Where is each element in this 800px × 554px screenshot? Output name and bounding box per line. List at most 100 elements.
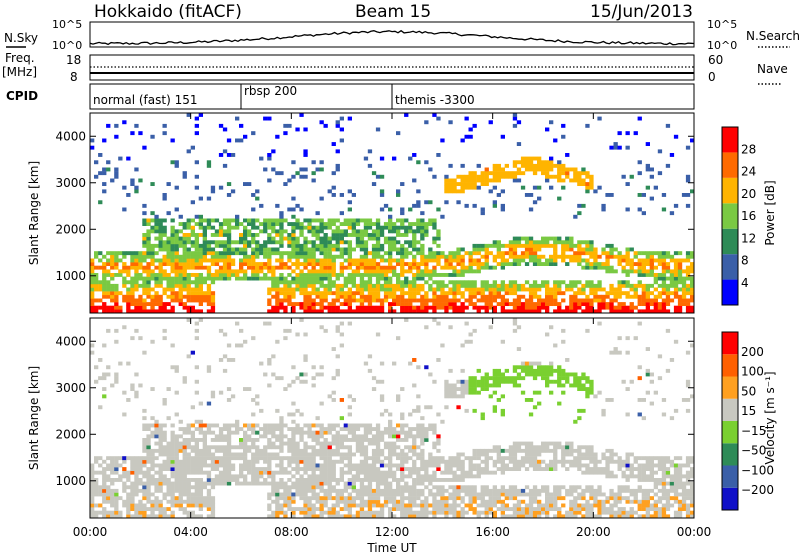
velocity-cell [190,350,195,355]
velocity-cell [218,474,224,479]
power-cell [295,280,300,285]
power-cell [279,273,284,277]
power-cell [400,269,405,274]
velocity-cell [537,452,542,457]
power-cell [468,287,473,292]
power-cell [625,305,630,310]
power-cell [359,283,365,288]
velocity-cell [299,430,304,435]
power-cell [464,283,469,288]
velocity-cell [311,510,316,515]
velocity-cell [484,379,489,384]
velocity-cell [472,507,477,511]
power-cell [218,222,224,226]
power-cell [251,251,256,256]
power-cell [581,182,586,186]
power-cell [520,160,526,165]
power-cell [166,211,171,216]
velocity-cell [412,499,417,504]
velocity-cell [279,434,284,439]
power-cell [553,294,558,299]
velocity-cell [138,481,143,486]
power-cell [102,265,107,270]
velocity-cell [379,478,385,482]
power-cell [537,302,542,306]
power-cell [267,269,272,274]
power-cell [456,283,461,288]
velocity-cell [235,419,240,424]
power-cell [661,265,667,270]
power-cell [331,291,336,296]
velocity-cell [388,412,393,417]
velocity-cell [110,383,115,388]
velocity-cell [267,456,272,461]
power-cell [569,167,574,172]
power-cell [601,207,606,212]
velocity-cell [327,488,332,493]
power-cell [178,254,183,259]
power-cell [106,294,111,299]
power-cell [162,243,167,248]
velocity-cell [178,467,183,471]
velocity-cell [412,467,417,471]
power-cell [420,283,425,288]
velocity-cell [327,481,332,486]
power-cell [492,294,497,299]
velocity-cell [206,430,212,435]
velocity-cell [371,467,377,471]
velocity-cell [460,463,465,468]
power-cell [500,243,505,248]
velocity-cell [331,438,336,442]
velocity-cell [347,412,352,417]
velocity-cell [371,503,377,508]
power-cell [597,254,602,259]
velocity-cell [448,387,453,391]
power-cell [420,309,425,314]
velocity-cell [537,507,542,511]
power-cell [194,265,199,270]
power-cell [464,305,469,310]
velocity-cell [375,452,381,457]
power-cell [444,189,449,194]
velocity-cell [259,361,264,366]
power-cell [210,280,216,285]
power-cell [585,283,590,288]
velocity-cell [488,507,493,511]
velocity-cell [230,474,236,479]
power-cell [162,269,167,274]
velocity-cell [537,503,542,508]
velocity-cell [412,488,417,493]
power-cell [303,218,308,223]
power-cell [202,233,207,237]
power-cell [464,134,469,139]
velocity-cell [335,325,340,330]
velocity-cell [375,441,381,446]
power-cell [263,116,268,121]
velocity-cell [412,478,417,482]
power-cell [363,280,369,285]
power-cell [279,222,284,226]
power-cell [665,269,671,274]
power-cell [251,218,256,223]
power-cell [484,251,489,256]
velocity-cell [404,459,409,464]
velocity-cell [383,441,389,446]
velocity-cell [367,427,373,431]
power-cell [468,171,473,176]
power-cell [396,287,401,292]
velocity-cell [331,470,336,475]
velocity-cell [295,408,300,413]
velocity-cell [335,499,340,504]
velocity-cell [150,503,155,508]
velocity-cell [541,459,546,464]
power-cell [303,251,308,256]
power-cell [202,251,207,256]
power-cell [504,171,509,176]
power-cell [661,305,667,310]
power-cell [436,262,441,266]
power-cell [388,302,393,306]
power-cell [448,120,453,125]
velocity-cell [508,445,514,450]
power-cell [577,174,582,179]
